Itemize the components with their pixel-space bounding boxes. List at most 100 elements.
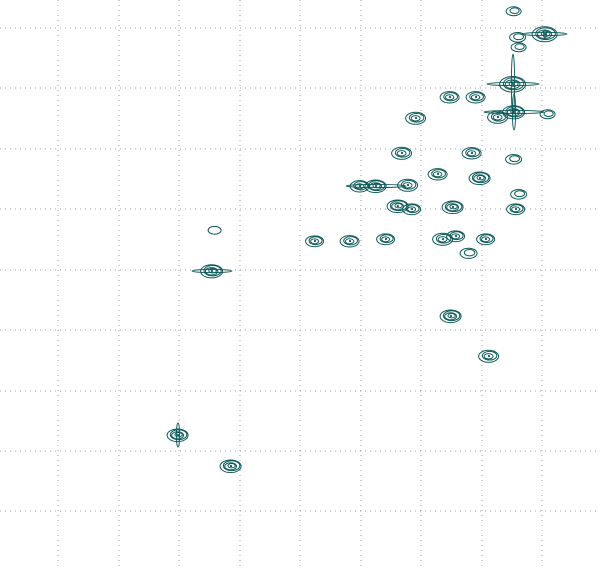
contour-peak (505, 6, 522, 17)
contour-level (461, 147, 482, 160)
contour-peak-center (406, 183, 410, 187)
contour-level (166, 428, 189, 443)
contour-peak-center (496, 115, 500, 119)
contour-level (381, 236, 391, 243)
contour-level (444, 94, 455, 101)
contour-level (505, 154, 523, 165)
contour-peak-center (511, 82, 515, 86)
contour-level (540, 30, 551, 37)
contour-level (481, 236, 491, 243)
contour-level (449, 231, 464, 241)
contour-peak-center (410, 207, 414, 211)
contour-peak-center (543, 32, 547, 36)
contour-peak (376, 233, 396, 246)
contour-level (509, 204, 524, 214)
contour-level (397, 178, 419, 192)
contour-level (514, 190, 526, 198)
contour-peak-center (451, 205, 455, 209)
contour-level (354, 183, 365, 190)
contour-level (305, 235, 325, 248)
contour-peak (191, 264, 233, 279)
contour-peak (476, 233, 496, 246)
contour-level (444, 201, 463, 213)
contour-peak (522, 26, 568, 43)
contour-level (353, 181, 368, 191)
contour-level (402, 203, 422, 216)
contour-peak (510, 189, 528, 200)
contour-level (531, 26, 558, 43)
contour-level (396, 150, 407, 157)
contour-level (466, 150, 477, 157)
contour-peak-center (478, 176, 482, 180)
contour-level (543, 110, 554, 117)
contour-peak (402, 203, 422, 216)
contour-peak (465, 91, 486, 104)
contour-peak (468, 171, 491, 186)
contour-level (200, 264, 224, 279)
contour-level (364, 179, 387, 194)
contour-level (369, 182, 383, 191)
contour-peak-center (384, 237, 388, 241)
contour-level (479, 234, 494, 244)
contour-peak (441, 200, 464, 215)
contour-peak (427, 168, 448, 181)
contour-peak (509, 32, 527, 43)
contour-horizontal-ridge (345, 183, 407, 189)
contour-level (446, 203, 460, 212)
contour-peak-center (348, 239, 352, 243)
contour-level (308, 236, 323, 246)
contour-peak-center (313, 239, 317, 243)
contour-level (439, 309, 462, 324)
contour-peak-center (470, 151, 474, 155)
contour-level (509, 155, 521, 163)
contour-peak-center (474, 95, 478, 99)
contour-level (405, 111, 427, 125)
contour-peak (461, 147, 482, 160)
contour-level (473, 174, 487, 183)
contour-peak-center (514, 207, 518, 211)
contour-level (224, 462, 238, 471)
contour-level (508, 80, 519, 87)
contour-vertical-ridge (511, 93, 517, 131)
contour-peak-center (448, 95, 452, 99)
contour-peak-center (414, 116, 418, 120)
contour-level (407, 206, 417, 213)
contour-level (222, 460, 241, 472)
contour-level (219, 459, 242, 474)
contour-level (509, 7, 520, 14)
contour-level (451, 233, 461, 240)
contour-level (487, 110, 509, 124)
contour-peak (478, 349, 500, 363)
contour-peak-center (441, 237, 445, 241)
contour-level (459, 247, 478, 259)
contour-peak (391, 146, 413, 160)
contour-level (446, 230, 466, 243)
contour-peak (345, 179, 407, 194)
contour-level (207, 225, 222, 235)
contour-level (492, 114, 503, 121)
contour-horizontal-ridge (486, 81, 540, 87)
contour-peak-center (176, 433, 180, 437)
contour-level (444, 312, 458, 321)
contour-peak (397, 178, 419, 192)
contour-peak-center (512, 110, 516, 114)
contour-level (343, 236, 358, 246)
contour-peak (439, 91, 460, 104)
contour-level (504, 79, 521, 90)
contour-level (203, 265, 222, 277)
contour-peak (349, 180, 370, 193)
contour-level (502, 77, 525, 91)
contour-peak (405, 111, 427, 125)
contour-peak-center (229, 464, 233, 468)
contour-vertical-ridge (542, 29, 548, 39)
contour-level (463, 249, 476, 257)
contour-level (505, 106, 524, 118)
contour-level (376, 233, 396, 246)
contour-level (389, 200, 408, 212)
contour-level (435, 233, 452, 244)
contour-level (394, 203, 403, 209)
contour-level (432, 171, 443, 178)
